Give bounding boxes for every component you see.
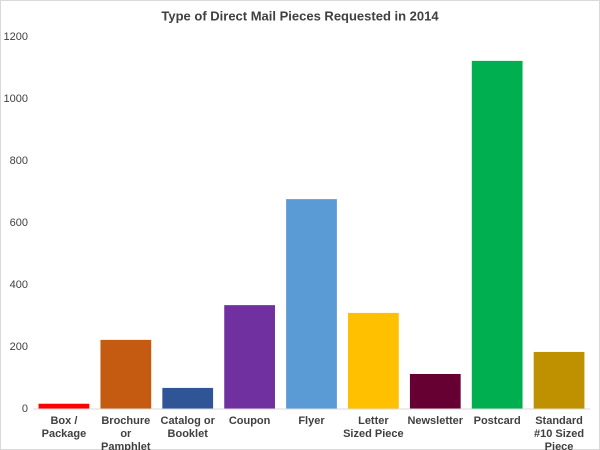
bar: [348, 312, 399, 409]
x-tick-label: Coupon: [228, 415, 271, 427]
y-tick-label: 0: [22, 403, 28, 415]
y-tick-label: 800: [10, 155, 28, 167]
y-tick-label: 400: [10, 279, 28, 291]
y-tick-label: 1200: [4, 31, 28, 43]
x-tick-label: Standard #10 Sized Piece: [533, 415, 585, 450]
x-tick-label: Flyer: [298, 415, 325, 427]
bar: [286, 199, 337, 409]
x-tick-label: Newsletter: [407, 415, 464, 427]
bar: [38, 403, 90, 409]
bar: [409, 373, 461, 409]
bar: [162, 387, 214, 409]
bar: [100, 339, 152, 409]
bar: [533, 351, 585, 409]
x-tick-label: Catalog or Booklet: [160, 415, 215, 440]
chart-title: Type of Direct Mail Pieces Requested in …: [161, 8, 439, 23]
y-tick-label: 200: [10, 341, 28, 353]
x-tick-label: Box / Package: [41, 415, 87, 440]
y-tick-label: 1000: [4, 93, 28, 105]
bar: [224, 305, 275, 409]
y-tick-label: 600: [10, 217, 28, 229]
x-tick-label: Postcard: [473, 415, 521, 427]
x-tick-label: Letter Sized Piece: [343, 415, 404, 440]
bar: [471, 60, 523, 410]
x-tick-label: Brochure or Pamphlet: [101, 415, 151, 450]
